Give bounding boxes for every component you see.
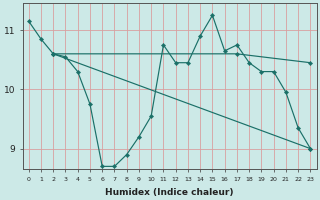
X-axis label: Humidex (Indice chaleur): Humidex (Indice chaleur) — [105, 188, 234, 197]
